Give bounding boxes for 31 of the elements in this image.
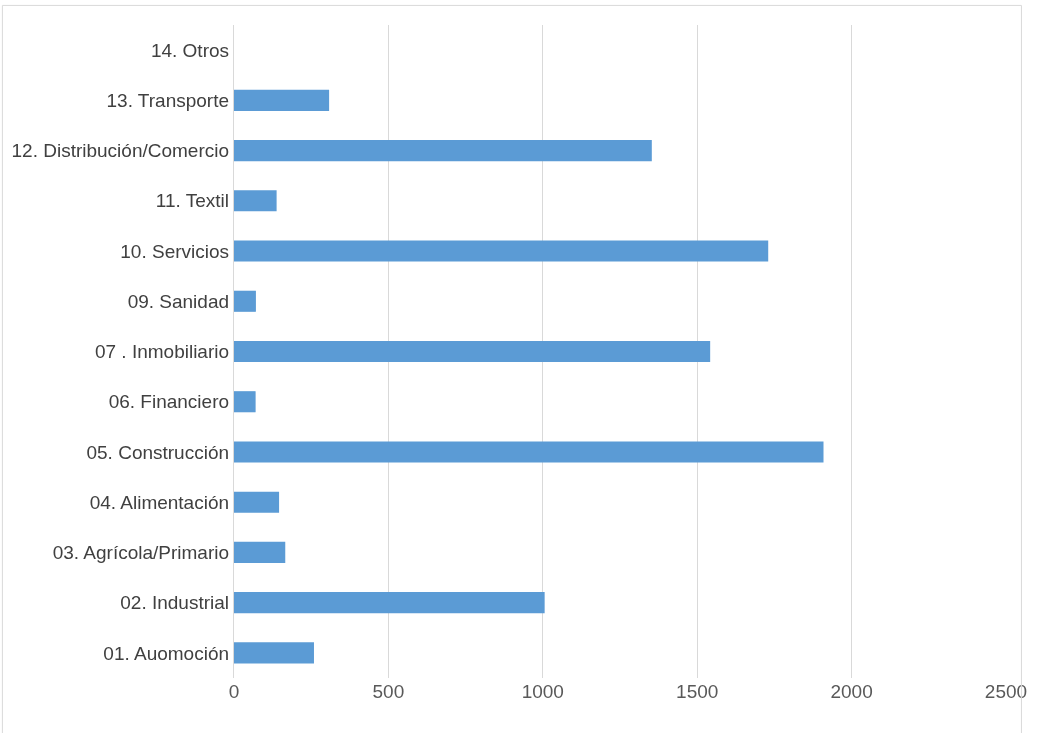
y-tick-label: 10. Servicios (120, 240, 230, 262)
bar (234, 340, 711, 363)
bar (234, 140, 652, 162)
x-tick-label: 1000 (521, 681, 564, 702)
y-tick-label: 04. Alimentación (89, 491, 230, 513)
y-tick-label: 02. Industrial (120, 592, 230, 614)
y-tick-label: 11. Textil (155, 190, 230, 212)
bar (234, 541, 286, 563)
bar (234, 491, 280, 513)
y-tick-label: 14. Otros (150, 39, 230, 61)
bar (234, 642, 314, 664)
y-tick-label: 06. Financiero (108, 391, 230, 413)
bar (234, 290, 256, 312)
x-tick-label: 2000 (830, 681, 873, 702)
y-tick-label: 03. Agrícola/Primario (52, 542, 230, 564)
y-tick-label: 07 . Inmobiliario (94, 341, 230, 363)
x-tick-label: 1500 (676, 681, 719, 702)
bar (234, 391, 256, 413)
x-tick-label: 0 (228, 681, 240, 702)
bar (234, 190, 277, 212)
y-tick-label: 01. Auomoción (103, 642, 230, 664)
bar (234, 240, 769, 262)
bar (234, 592, 545, 614)
x-tick-label: 500 (372, 681, 405, 702)
bar (234, 89, 330, 111)
x-tick-label: 2500 (984, 681, 1028, 702)
y-tick-label: 05. Construcción (86, 441, 230, 463)
y-tick-label: 13. Transporte (106, 90, 230, 111)
bar (234, 441, 824, 463)
y-tick-label: 09. Sanidad (127, 290, 230, 312)
y-tick-label: 12. Distribución/Comercio (11, 140, 230, 162)
